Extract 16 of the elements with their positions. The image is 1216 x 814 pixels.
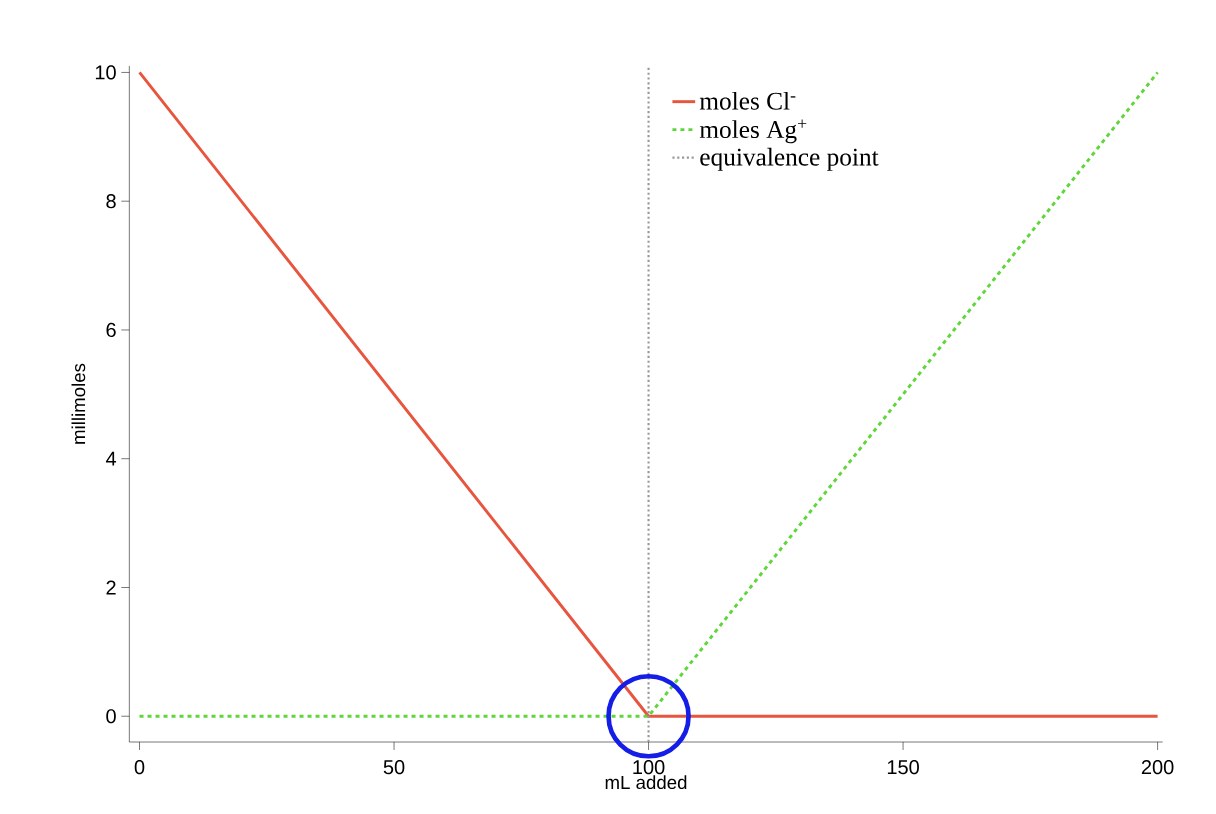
y-tick-label: 4 (105, 451, 117, 466)
x-tick-label: 50 (383, 760, 405, 775)
y-tick-label: 8 (106, 194, 116, 209)
y-tick-label: 10 (95, 65, 116, 80)
y-tick-label: 2 (106, 580, 116, 595)
x-tick-label: 100 (633, 760, 665, 775)
y-axis-title: millimoles (71, 363, 86, 444)
legend-label: moles Ag$^{+}$ (699, 119, 807, 144)
y-tick-label: 0 (106, 709, 116, 724)
y-tick-label: 6 (106, 322, 116, 338)
x-axis-title: mL added (605, 775, 687, 790)
x-tick-label: 200 (1141, 760, 1174, 775)
x-tick-label: 0 (134, 760, 145, 775)
legend-label: moles Cl$^{-}$ (699, 91, 796, 110)
x-tick-label: 150 (887, 760, 919, 775)
ref-line-label: equivalence point (700, 147, 879, 171)
